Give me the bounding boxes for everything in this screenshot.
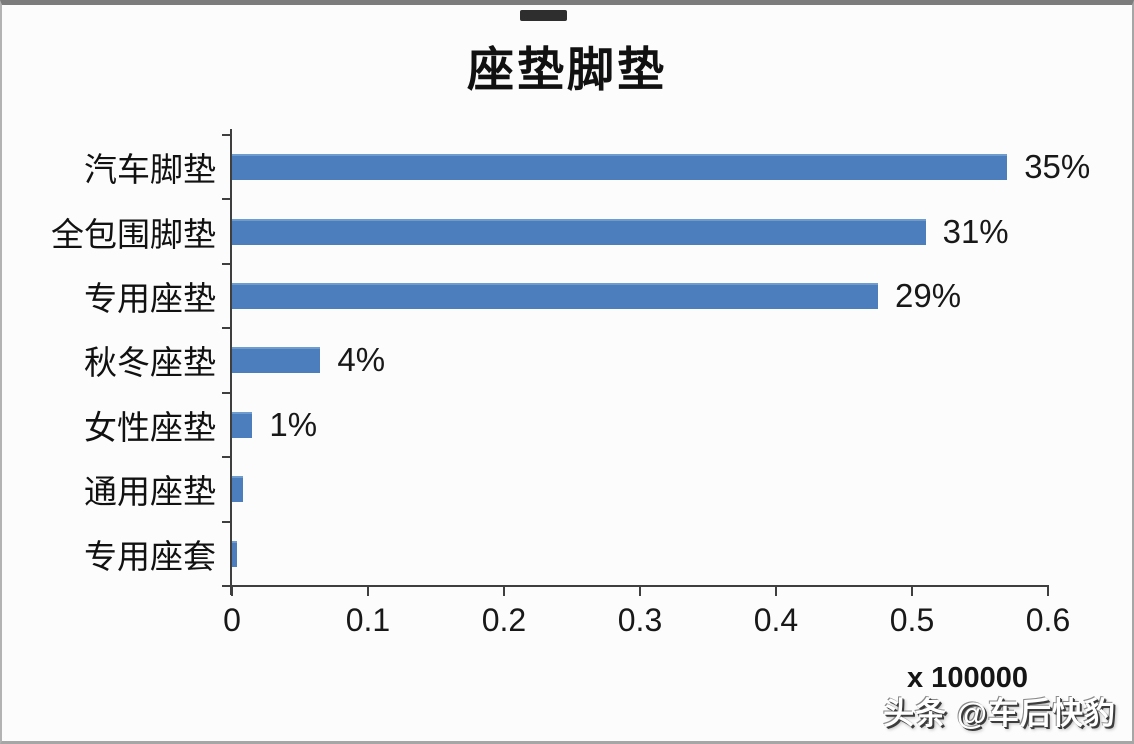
x-axis-tick — [502, 586, 505, 596]
x-axis-tick-label: 0.3 — [617, 602, 663, 638]
cropped-text-artifact — [520, 10, 567, 21]
y-axis-tick — [222, 262, 232, 265]
y-axis-tick — [222, 585, 232, 587]
category-label: 汽车脚垫 — [84, 153, 216, 190]
x-axis-tick-label: 0 — [223, 602, 241, 638]
plot-rows: 汽车脚垫 35% 全包围脚垫 31% 专用座垫 29% 秋冬座垫 4% 女性座垫 1% 通用座垫 专用… — [51, 135, 1090, 586]
bar — [232, 476, 243, 503]
bar-row: 汽车脚垫 35% — [84, 135, 1090, 199]
bar-value-label: 4% — [337, 341, 386, 379]
y-axis-tick — [222, 327, 232, 330]
category-label: 通用座垫 — [84, 475, 216, 512]
bar-row: 专用座套 — [84, 522, 1048, 586]
bar-row: 秋冬座垫 4% — [84, 328, 1048, 392]
bar-value-label: 29% — [894, 277, 962, 315]
bar — [232, 154, 1008, 181]
y-axis-line — [230, 129, 232, 595]
bar-value-label: 1% — [269, 405, 318, 443]
x-axis-tick-label: 0.2 — [481, 602, 527, 638]
x-axis-tick — [774, 586, 777, 596]
bar — [232, 411, 253, 438]
bar — [232, 540, 238, 567]
category-label: 专用座套 — [84, 539, 216, 576]
plot-area: 汽车脚垫 35% 全包围脚垫 31% 专用座垫 29% 秋冬座垫 4% 女性座垫 1% 通用座垫 专用… — [51, 129, 1090, 638]
x-axis-tick — [911, 586, 913, 596]
x-axis-tick — [1047, 586, 1049, 596]
category-label: 女性座垫 — [84, 410, 216, 447]
bar-value-label: 35% — [1024, 148, 1091, 186]
x-axis-tick-label: 0.5 — [889, 602, 935, 638]
x-axis-tick — [231, 586, 233, 596]
x-axis-tick-label: 0.1 — [345, 602, 391, 638]
bar — [232, 218, 926, 245]
y-axis-tick — [222, 391, 232, 394]
bar-row: 全包围脚垫 31% — [51, 199, 1048, 263]
y-axis-tick — [222, 198, 232, 201]
y-axis-tick — [222, 134, 232, 136]
bar-row: 女性座垫 1% — [84, 393, 1048, 457]
watermark-text: 头条 @车后快豹 — [883, 696, 1116, 731]
axis-multiplier-label: x 100000 — [907, 662, 1028, 694]
x-axis-tick — [366, 586, 369, 596]
bar-row: 专用座垫 29% — [84, 264, 1048, 328]
x-axis-tick — [639, 586, 641, 596]
bar — [232, 283, 878, 310]
x-axis-tick-label: 0.4 — [753, 602, 799, 638]
x-axis-tick-label: 0.6 — [1025, 602, 1071, 638]
bar-value-label: 31% — [942, 212, 1009, 250]
y-axis-tick — [222, 456, 232, 459]
category-label: 专用座垫 — [84, 282, 216, 319]
chart-title: 座垫脚垫 — [467, 45, 667, 97]
category-label: 全包围脚垫 — [51, 217, 216, 254]
category-label: 秋冬座垫 — [84, 346, 216, 383]
bar — [232, 347, 321, 374]
bar-row: 通用座垫 — [84, 457, 1048, 521]
y-axis-tick — [222, 520, 232, 523]
